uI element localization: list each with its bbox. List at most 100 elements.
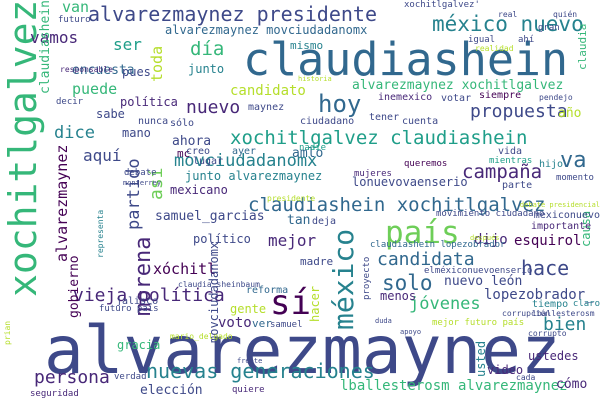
word-hijo: hijo	[539, 159, 564, 170]
word-nunca: nunca	[138, 116, 169, 127]
word-parte: parte	[502, 180, 533, 191]
word-futuro: futuro	[58, 15, 91, 25]
word-menos: menos	[380, 289, 417, 303]
word-ser: ser	[113, 35, 142, 54]
word-cada: cada	[516, 373, 536, 382]
word-seguridad: seguridad	[30, 389, 79, 399]
word-mc: mc	[177, 147, 191, 160]
word-si: sí	[270, 283, 311, 323]
word-xochitlgalvez-quote: xochitlgalvez'	[404, 0, 480, 10]
word-deja: deja	[312, 216, 337, 227]
word-bien: bien	[543, 314, 587, 335]
word-quien: quién	[553, 10, 578, 19]
word-historia: historia	[298, 75, 332, 83]
word-alvarezmaynez-xochitlgalvez: alvarezmaynez xochitlgalvez	[352, 78, 564, 93]
word-esquirol: esquirol	[514, 233, 582, 249]
word-mejor: mejor	[268, 231, 317, 250]
word-pendejo: pendejo	[539, 93, 573, 102]
word-politica: política	[120, 95, 178, 109]
word-gracia: gracia	[117, 338, 161, 352]
word-amlo: amlo	[292, 146, 324, 161]
word-verdad: verdad	[114, 372, 147, 382]
word-mujeres: mujeres	[354, 169, 392, 179]
word-voto: voto	[218, 315, 252, 331]
word-pais: país	[385, 215, 460, 251]
word-votar: votar	[441, 93, 472, 104]
word-ahi: ahí	[518, 35, 535, 45]
word-video: video	[487, 363, 524, 377]
word-alvarezmaynez-vertical: alvarezmaynez	[53, 144, 71, 262]
word-hoy: hoy	[318, 90, 362, 118]
word-claudia-sheinbaum: claudia sheinbaum	[178, 280, 260, 289]
word-xochitlgalvez-claudiashein: xochitlgalvez claudiashein	[230, 127, 528, 149]
word-prian-vertical: prian	[3, 320, 12, 345]
word-nadie: nadie	[299, 143, 327, 153]
word-inemexico: inemexico	[378, 92, 433, 103]
word-quiere: quiere	[232, 385, 265, 395]
word-momento: momento	[556, 173, 594, 183]
word-representa-vertical: representa	[96, 209, 105, 258]
word-maynez: maynez	[248, 102, 285, 113]
word-campana: campaña	[462, 161, 543, 183]
word-mientras: mientras	[489, 156, 533, 166]
word-apoyo: apoyo	[400, 328, 422, 336]
word-jovenes: jóvenes	[409, 294, 481, 314]
word-tener: tener	[369, 112, 400, 123]
word-mexico-vertical: méxico	[327, 228, 360, 330]
word-ahora: ahora	[172, 134, 212, 149]
word-ver: ver	[252, 317, 272, 330]
word-futuro-pais: futuro país	[99, 304, 159, 314]
word-puede: puede	[72, 80, 118, 98]
word-creo: creo	[186, 146, 211, 157]
word-monterrey: monterrey	[123, 179, 161, 187]
word-nuevo: nuevo	[186, 97, 241, 118]
word-dice: dice	[54, 123, 95, 143]
word-tiempo: tiempo	[532, 299, 569, 310]
word-siempre: siempre	[479, 90, 522, 101]
word-mejor-futuro-pais: mejor futuro país	[432, 318, 525, 328]
word-lballesterosm: lballesterosm	[532, 309, 595, 318]
word-frente: frente	[237, 357, 263, 365]
word-hace: hace	[521, 256, 570, 280]
word-dijo: dijo	[474, 232, 508, 248]
word-importante: importante	[531, 221, 592, 232]
word-propuesta: propuesta	[470, 101, 568, 122]
word-van: van	[62, 0, 90, 16]
word-elmexiconuevoenserio: elméxiconuevoenserio	[424, 266, 533, 276]
word-nuevas-generaciones: nuevas generaciones	[146, 359, 375, 383]
word-lonuevovaenserio: lonuevovaenserio	[352, 175, 468, 189]
word-despues: después	[470, 234, 500, 242]
word-mario-delgado: mario_delgado	[170, 332, 233, 341]
word-mexico-nuevo: méxico nuevo	[432, 12, 584, 36]
word-persona: persona	[34, 367, 110, 388]
word-proyecto-vertical: proyecto	[362, 256, 372, 300]
word-alvarezmaynez-movciudadanomx: alvarezmaynez movciudadanomx	[165, 23, 368, 37]
word-madre: madre	[300, 255, 334, 268]
word-toda-vertical: toda	[148, 45, 166, 82]
word-movciudadanomx-vertical: movciudadanomx	[207, 241, 221, 343]
word-mexiconuevo: mexiconuevo	[533, 210, 600, 221]
word-como: cómo	[556, 377, 588, 392]
word-debate-presidencial: debate presidencial	[519, 201, 600, 209]
word-gran: gran	[538, 23, 560, 33]
word-movimiento-ciudadano: movimiento ciudadano	[436, 209, 545, 219]
word-jalisco: jalisco	[116, 296, 159, 307]
word-claudiashein-xochitlgalvez: claudiashein xochitlgalvez	[248, 194, 546, 216]
word-va: va	[560, 148, 587, 173]
word-ustedes: ustedes	[528, 349, 579, 363]
word-tan: tan	[287, 213, 311, 228]
word-usted-vertical: usted	[474, 340, 488, 377]
word-ayer: ayer	[232, 146, 257, 157]
word-xochitl: xóchitl	[153, 260, 217, 278]
word-eleccion: elección	[140, 383, 203, 398]
word-ciudadano: ciudadano	[300, 116, 355, 127]
word-mismo: mismo	[290, 39, 324, 52]
word-candidato: candidato	[230, 83, 306, 99]
word-vida: vida	[498, 146, 523, 157]
word-realidad: realidad	[475, 44, 514, 53]
word-duda: duda	[375, 317, 392, 325]
word-real: real	[498, 10, 518, 19]
word-solo: solo	[382, 271, 433, 295]
word-responsable: responsable	[60, 65, 113, 74]
